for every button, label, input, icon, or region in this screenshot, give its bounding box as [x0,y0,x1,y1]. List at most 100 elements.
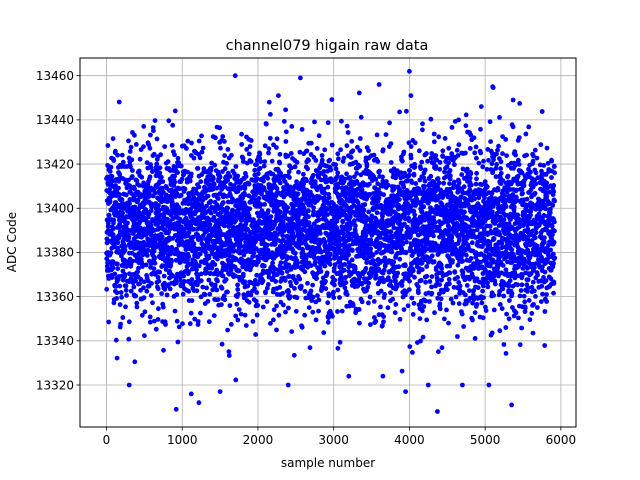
data-point [396,264,402,270]
data-point [235,282,241,288]
data-point [446,145,452,151]
data-point [283,107,288,113]
data-point [302,289,308,294]
data-point [423,279,428,285]
data-point [273,279,279,284]
data-point [185,138,191,144]
data-point [169,245,175,250]
data-point [433,153,439,159]
data-point [413,181,419,186]
data-point [366,148,371,154]
data-point [431,233,436,239]
data-point [104,256,110,262]
data-point [431,131,437,137]
data-point [205,193,211,199]
data-point [225,289,230,295]
data-point [122,247,128,253]
data-point [349,138,355,144]
data-point [107,186,113,192]
data-point [424,273,430,279]
data-point [194,288,200,294]
data-point [130,168,135,173]
data-point [246,151,252,157]
data-point [480,288,485,294]
data-point [468,256,474,261]
data-point [420,308,425,314]
data-point [206,255,212,261]
data-point [341,155,347,161]
data-point [132,132,137,138]
data-point [226,353,232,358]
data-point [211,214,217,220]
data-point [280,302,286,308]
data-point [160,263,165,268]
data-point [161,347,166,353]
data-point [147,145,153,151]
data-point [112,271,118,277]
data-point [408,144,414,149]
data-point [132,219,137,225]
data-point [248,159,254,165]
data-point [119,152,125,158]
data-point [399,368,405,374]
data-point [108,250,114,256]
data-point [157,170,163,176]
data-point [200,284,206,290]
data-point [198,294,204,300]
data-point [339,308,345,314]
data-point [338,147,343,153]
data-point [197,155,203,161]
data-point [164,206,170,212]
data-point [461,324,466,329]
data-point [444,307,449,313]
data-point [440,148,446,154]
data-point [344,171,349,177]
data-point [115,266,121,271]
data-point [302,269,308,275]
data-point [145,247,151,253]
data-point [405,210,411,216]
data-point [129,174,135,179]
data-point [462,209,467,215]
data-point [365,284,371,290]
data-point [427,299,432,304]
data-point [231,248,237,253]
data-point [302,192,308,198]
data-point [291,352,297,358]
data-point [448,173,453,179]
data-point [126,235,132,240]
data-point [318,269,324,274]
data-point [111,158,117,164]
data-point [123,283,129,289]
data-point [325,319,331,325]
data-point [307,345,313,351]
data-point [110,265,116,271]
data-point [132,359,138,365]
data-point [258,159,263,164]
data-point [470,317,475,323]
data-point [157,165,163,171]
data-point [155,286,161,292]
data-point [178,192,184,198]
data-point [446,277,452,282]
data-point [467,175,473,181]
data-point [167,286,173,292]
data-point [265,282,271,287]
data-point [449,239,455,244]
data-point [390,296,396,302]
data-point [344,292,350,297]
data-point [346,252,351,258]
data-point [436,180,442,186]
data-point [429,290,435,296]
data-point [295,191,301,197]
data-point [294,295,300,301]
data-point [248,138,254,143]
data-point [472,336,478,341]
data-point [446,160,451,166]
data-point [327,157,333,163]
data-point [110,136,116,142]
data-point [254,272,260,278]
data-point [469,240,475,246]
data-point [412,164,418,170]
data-point [206,277,212,283]
